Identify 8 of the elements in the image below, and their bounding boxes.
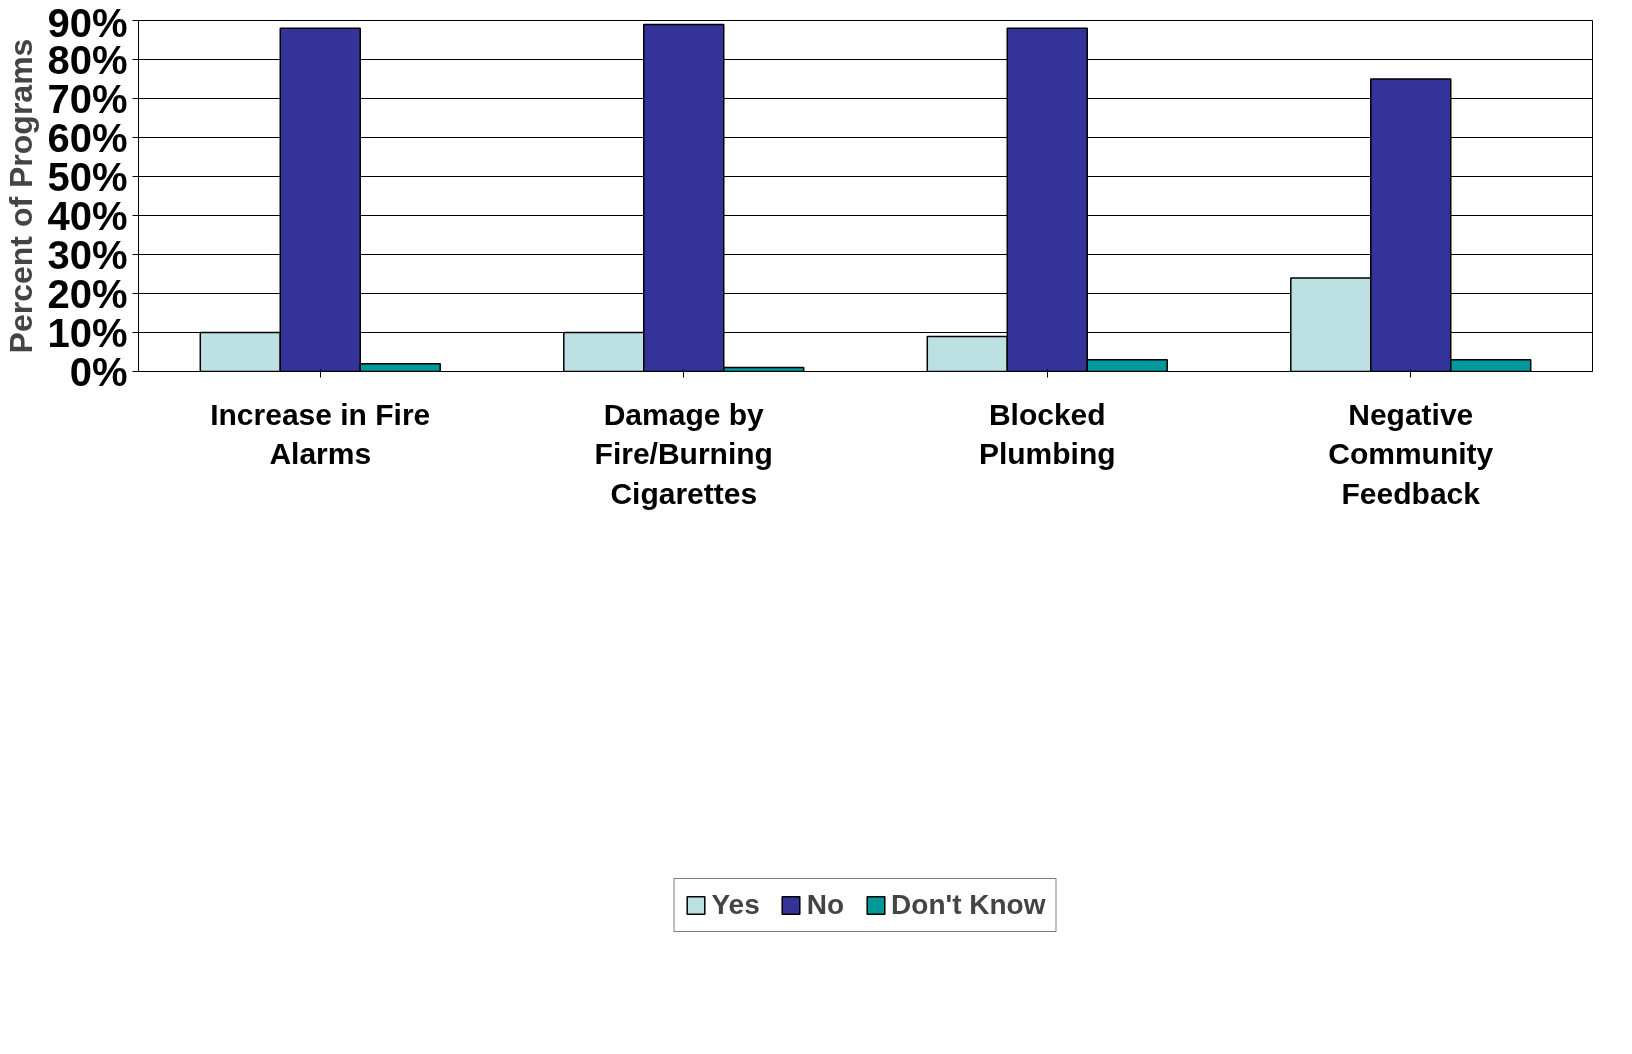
legend-label: Don't Know xyxy=(891,889,1046,921)
legend-label: Yes xyxy=(711,889,760,921)
y-axis-title: Percent of Programs xyxy=(3,38,40,354)
x-tick-label: Blocked Plumbing xyxy=(978,397,1116,471)
x-tick-label: Negative Community Feedback xyxy=(1328,397,1494,510)
x-tick-label: Increase in Fire Alarms xyxy=(210,397,431,471)
x-tick-label: Damage by Fire/Burning Cigarettes xyxy=(594,397,773,510)
legend-label: No xyxy=(806,889,845,921)
